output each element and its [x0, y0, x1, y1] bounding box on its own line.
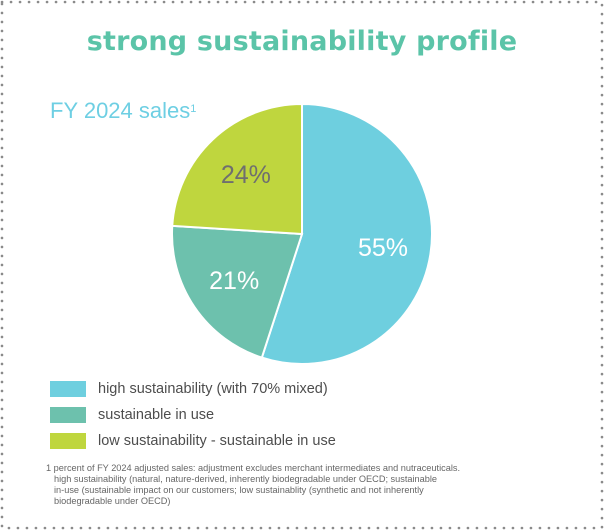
legend-swatch — [50, 433, 86, 449]
subtitle-text: FY 2024 sales — [50, 98, 191, 123]
legend-item-1: high sustainability (with 70% mixed) — [50, 376, 336, 402]
footnote-line-4: biodegradable under OECD) — [54, 496, 171, 506]
legend-label: low sustainability - sustainable in use — [98, 433, 336, 449]
chart-legend: high sustainability (with 70% mixed) sust… — [50, 376, 336, 454]
legend-label: sustainable in use — [98, 407, 215, 423]
pie-slice-1 — [260, 102, 433, 365]
legend-swatch — [50, 381, 86, 397]
pie-slice-2 — [171, 224, 304, 359]
footnote-line-2: high sustainability (natural, nature-der… — [54, 474, 438, 484]
pie-slice-label-3: 24% — [221, 161, 271, 189]
footnote-line-1: 1 percent of FY 2024 adjusted sales: adj… — [46, 463, 461, 473]
chart-title: strong sustainability profile — [86, 26, 518, 57]
footnote: 1 percent of FY 2024 adjusted sales: adj… — [46, 463, 566, 507]
pie-slice-label-1: 55% — [358, 234, 408, 262]
legend-swatch — [50, 407, 86, 423]
pie-slice-label-2: 21% — [209, 267, 259, 295]
chart-subtitle: FY 2024 sales1 — [50, 98, 196, 124]
footnote-line-3: in-use (sustainable impact on our custom… — [54, 485, 424, 495]
legend-item-3: low sustainability - sustainable in use — [50, 428, 336, 454]
subtitle-footnote-marker: 1 — [190, 103, 197, 115]
legend-item-2: sustainable in use — [50, 402, 336, 428]
legend-label: high sustainability (with 70% mixed) — [98, 381, 328, 397]
pie-slice-3 — [171, 102, 303, 236]
